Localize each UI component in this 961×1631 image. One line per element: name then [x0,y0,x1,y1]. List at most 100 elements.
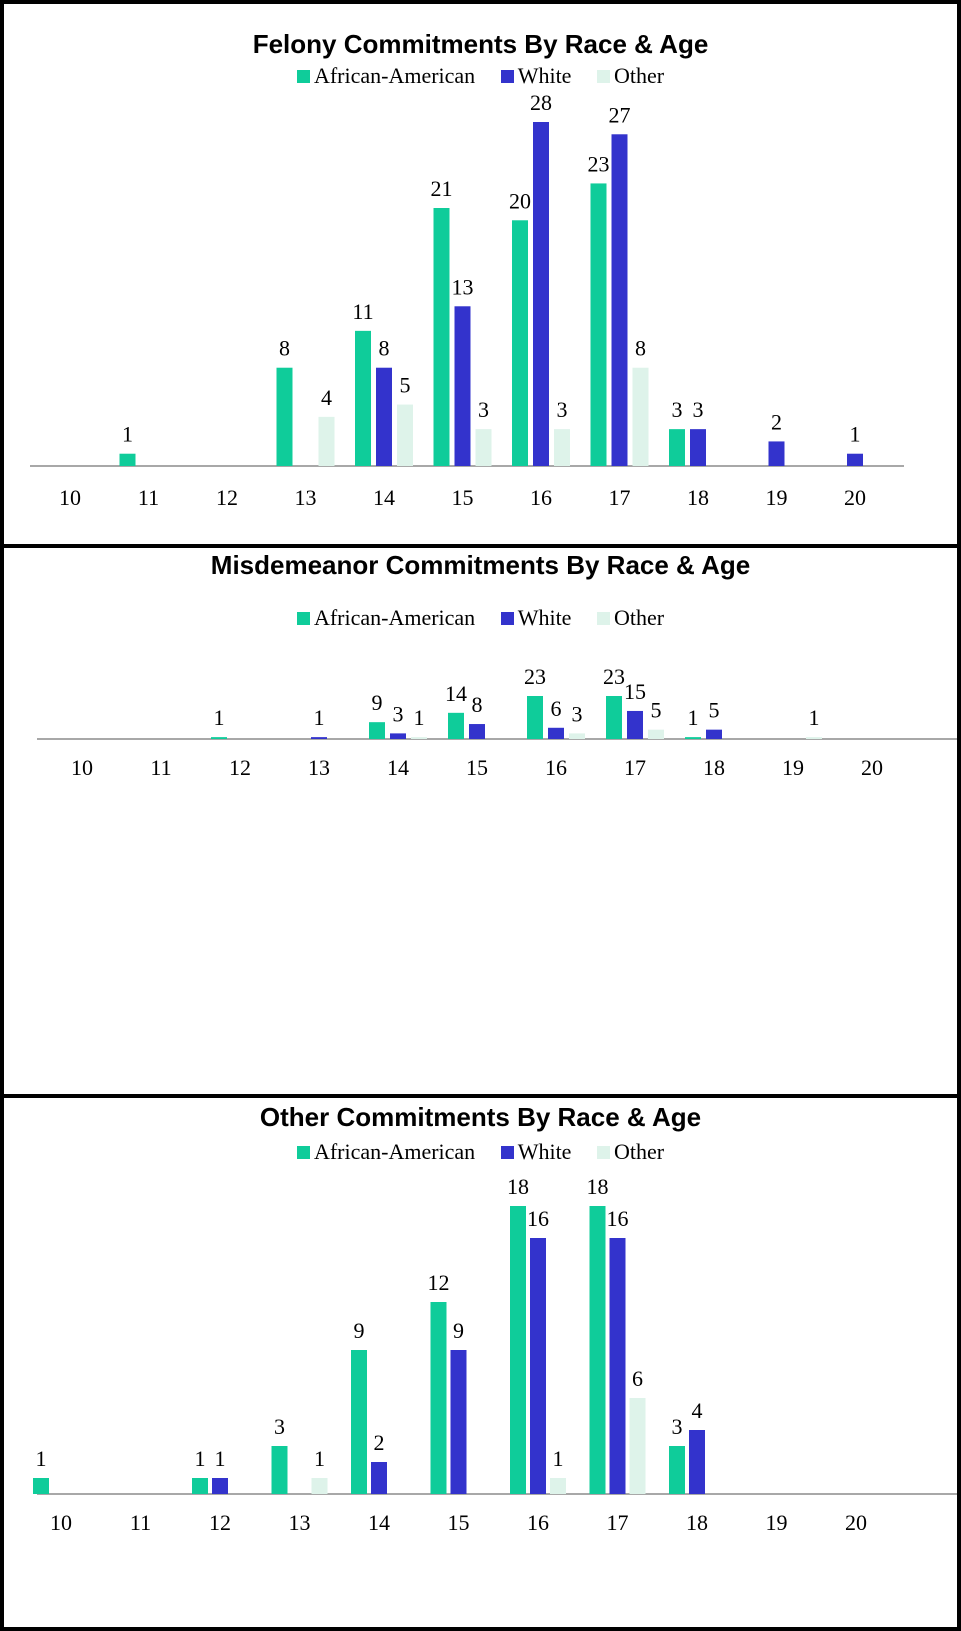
x-tick-label: 12 [229,755,251,780]
bar-white [469,724,485,739]
bar-african-american [510,1206,526,1494]
data-label-african-american: 9 [354,1318,365,1343]
bar-african-american [669,429,685,466]
data-label-african-american: 3 [672,397,683,422]
x-tick-label: 11 [150,755,171,780]
data-label-african-american: 23 [524,664,546,689]
data-label-white: 6 [551,696,562,721]
legend-swatch [596,1146,610,1159]
x-tick-label: 15 [448,1510,470,1535]
bar-white [530,1238,546,1494]
data-label-other: 6 [632,1366,643,1391]
x-tick-label: 13 [289,1510,311,1535]
chart-title: Felony Commitments By Race & Age [252,29,709,59]
x-tick-label: 19 [782,755,804,780]
x-tick-label: 12 [216,485,238,510]
data-label-white: 16 [527,1206,549,1231]
x-tick-label: 17 [624,755,646,780]
x-tick-label: 17 [609,485,631,510]
x-tick-label: 16 [527,1510,549,1535]
bar-african-american [433,208,450,466]
bar-african-american [192,1478,208,1494]
data-label-african-american: 23 [588,151,610,176]
bar-white [371,1462,387,1494]
legend-swatch [500,1146,514,1159]
bar-other [806,737,822,739]
x-tick-label: 20 [845,1510,867,1535]
bar-other [554,429,570,466]
bar-white [690,429,706,466]
x-tick-label: 16 [530,485,552,510]
x-tick-label: 11 [138,485,159,510]
x-tick-label: 18 [686,1510,708,1535]
legend-item-white: White [500,63,572,89]
legend-swatch [500,612,514,625]
data-label-african-american: 1 [688,705,699,730]
x-tick-label: 14 [387,755,409,780]
bar-african-american [527,696,543,739]
legend-item-other: Other [596,605,665,631]
x-tick-label: 15 [452,485,474,510]
x-tick-label: 18 [703,755,725,780]
data-label-other: 3 [478,397,489,422]
bar-white [533,122,549,466]
bar-other [318,416,335,466]
bar-african-american [369,722,385,739]
legend-label: African-American [313,605,476,630]
data-label-african-american: 1 [122,422,133,447]
bar-other [475,429,492,466]
x-tick-label: 13 [295,485,317,510]
x-tick-label: 19 [766,485,788,510]
bar-white [689,1430,705,1494]
data-label-white: 2 [771,409,782,434]
data-label-other: 5 [400,373,411,398]
legend-item-white: White [500,605,572,631]
legend-label: Other [613,605,665,630]
bar-african-american [685,737,701,739]
bar-african-american [33,1478,49,1494]
legend-swatch [596,70,610,83]
data-label-white: 3 [693,397,704,422]
legend-label: White [517,63,572,88]
legend-item-other: Other [596,1139,664,1165]
bar-white [454,306,471,466]
bar-white [390,733,406,739]
bar-other [629,1398,646,1494]
bar-white [450,1350,467,1494]
felony-chart-panel: Felony Commitments By Race & Age African… [0,0,961,548]
data-label-other: 3 [572,701,583,726]
data-label-white: 4 [692,1398,703,1423]
data-label-white: 1 [314,705,325,730]
legend-swatch [296,1146,310,1159]
chart-legend: African-American White Other [4,605,957,631]
data-label-african-american: 3 [672,1414,683,1439]
legend-label: White [517,605,572,630]
x-tick-label: 20 [844,485,866,510]
legend-item-white: White [500,1139,571,1165]
bar-other [411,737,427,739]
bar-african-american [271,1446,288,1494]
chart-legend: African-American White Other [4,1139,957,1165]
x-tick-label: 15 [466,755,488,780]
x-tick-label: 14 [373,485,395,510]
data-label-african-american: 9 [372,690,383,715]
bar-african-american [448,712,464,739]
x-tick-label: 18 [687,485,709,510]
bar-other [632,367,649,466]
bar-african-american [355,330,371,466]
bar-african-american [430,1302,447,1494]
x-tick-label: 19 [766,1510,788,1535]
bar-white [847,453,863,466]
bar-african-american [211,737,227,739]
bar-white [548,727,564,739]
x-tick-label: 14 [368,1510,390,1535]
legend-item-other: Other [596,63,665,89]
data-label-white: 1 [215,1446,226,1471]
other-chart-panel: Other Commitments By Race & Age African-… [0,1098,961,1631]
legend-label: Other [613,63,665,88]
data-label-white: 28 [530,90,552,115]
bar-white [611,134,628,467]
data-label-african-american: 12 [428,1270,450,1295]
data-label-african-american: 14 [445,681,467,706]
